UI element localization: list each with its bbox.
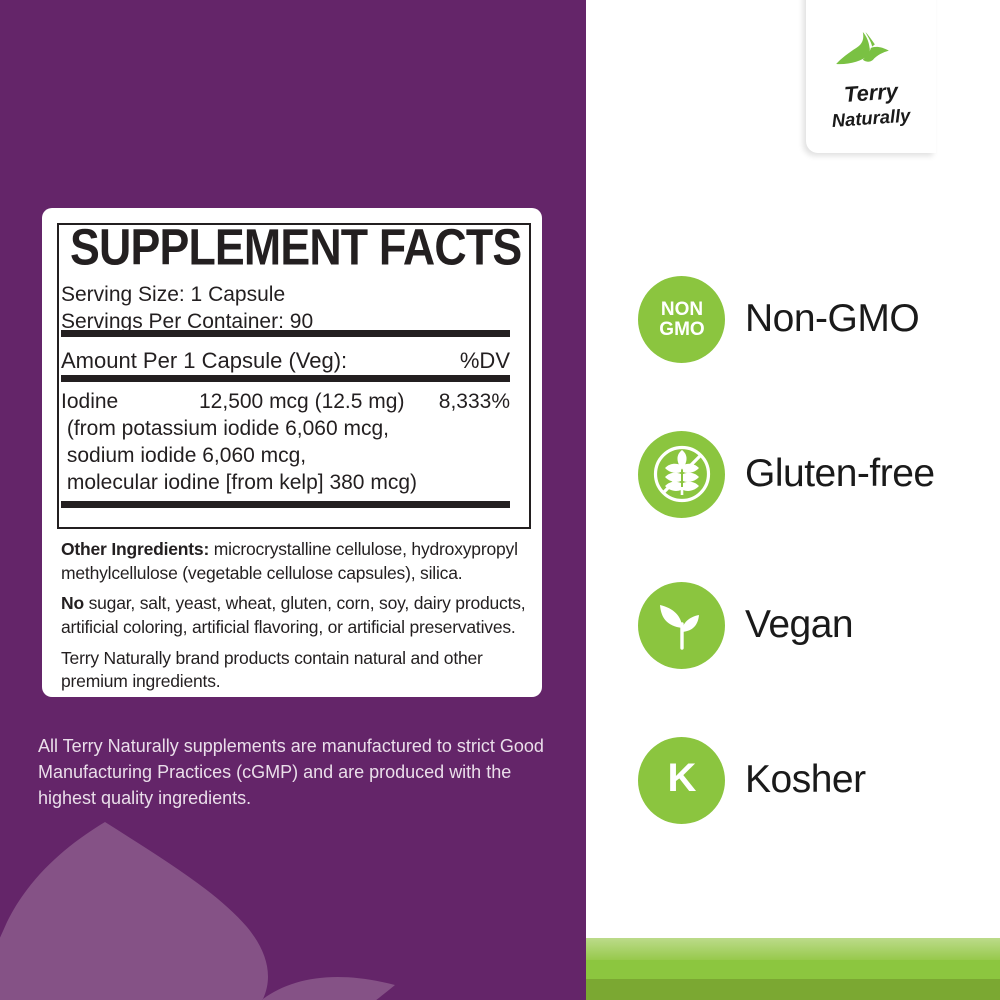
svg-text:GMO: GMO (659, 319, 704, 340)
svg-text:Terry: Terry (843, 78, 900, 107)
svg-text:K: K (667, 756, 696, 800)
svg-text:NON: NON (660, 299, 702, 320)
svg-text:Naturally: Naturally (831, 104, 912, 130)
